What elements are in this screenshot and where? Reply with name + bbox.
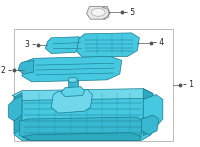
Bar xyxy=(68,80,78,93)
Polygon shape xyxy=(87,6,110,19)
Bar xyxy=(14,29,173,141)
Polygon shape xyxy=(22,133,141,141)
Polygon shape xyxy=(141,115,159,135)
Ellipse shape xyxy=(91,8,105,16)
Polygon shape xyxy=(51,90,92,113)
Polygon shape xyxy=(102,6,110,19)
Polygon shape xyxy=(14,93,22,134)
Text: 2 –: 2 – xyxy=(1,66,12,75)
Polygon shape xyxy=(14,91,153,141)
Polygon shape xyxy=(143,95,163,127)
Polygon shape xyxy=(77,33,139,57)
Polygon shape xyxy=(8,96,22,121)
Polygon shape xyxy=(12,89,153,100)
Polygon shape xyxy=(45,37,85,54)
Polygon shape xyxy=(143,89,153,136)
Text: – 5: – 5 xyxy=(124,8,135,17)
Polygon shape xyxy=(19,117,143,141)
Polygon shape xyxy=(22,56,122,82)
Text: – 4: – 4 xyxy=(153,38,164,47)
Polygon shape xyxy=(18,60,34,74)
Text: 3 –: 3 – xyxy=(25,40,36,49)
Ellipse shape xyxy=(68,77,78,82)
Text: – 1: – 1 xyxy=(183,80,194,89)
Polygon shape xyxy=(61,87,85,96)
